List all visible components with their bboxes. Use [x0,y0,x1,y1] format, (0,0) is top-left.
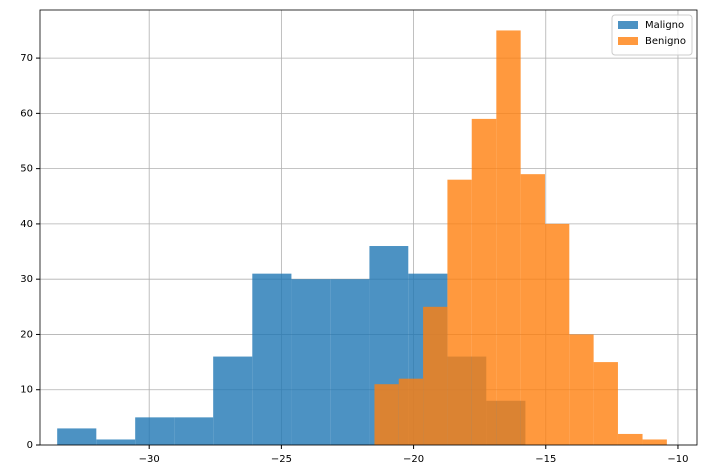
bar [520,174,545,445]
bar [423,306,448,445]
y-tick-label: 50 [20,164,33,175]
x-tick-label: −10 [667,454,688,465]
bar [398,378,424,445]
legend: Maligno Benigno [611,14,693,56]
bar [447,179,472,445]
plot-frame [39,9,698,446]
bar [174,417,214,445]
bar [57,428,97,445]
bar [291,279,331,445]
bar [96,439,136,445]
bar [544,223,570,445]
bar [471,118,497,445]
x-tick-label: −15 [535,454,556,465]
bar [374,384,399,445]
x-tick-label: −20 [403,454,424,465]
bar [213,356,253,445]
bars [57,30,667,445]
y-tick-label: 10 [20,385,33,396]
bar [569,334,594,445]
x-tick-label: −25 [271,454,292,465]
bar [330,279,370,445]
legend-swatch [618,21,638,29]
y-tick-label: 20 [20,329,33,340]
x-tick-label: −30 [139,454,160,465]
y-tick-label: 0 [27,440,33,451]
legend-label: Maligno [645,20,684,31]
bar [593,362,618,445]
y-tick-label: 70 [20,53,33,64]
legend-swatch [618,37,638,45]
bar [496,30,521,445]
bar [135,417,175,445]
y-tick-label: 60 [20,108,33,119]
y-tick-label: 30 [20,274,33,285]
bar [252,273,292,445]
y-tick-label: 40 [20,219,33,230]
bar [642,439,667,445]
legend-label: Benigno [645,36,686,47]
bar [617,433,643,445]
